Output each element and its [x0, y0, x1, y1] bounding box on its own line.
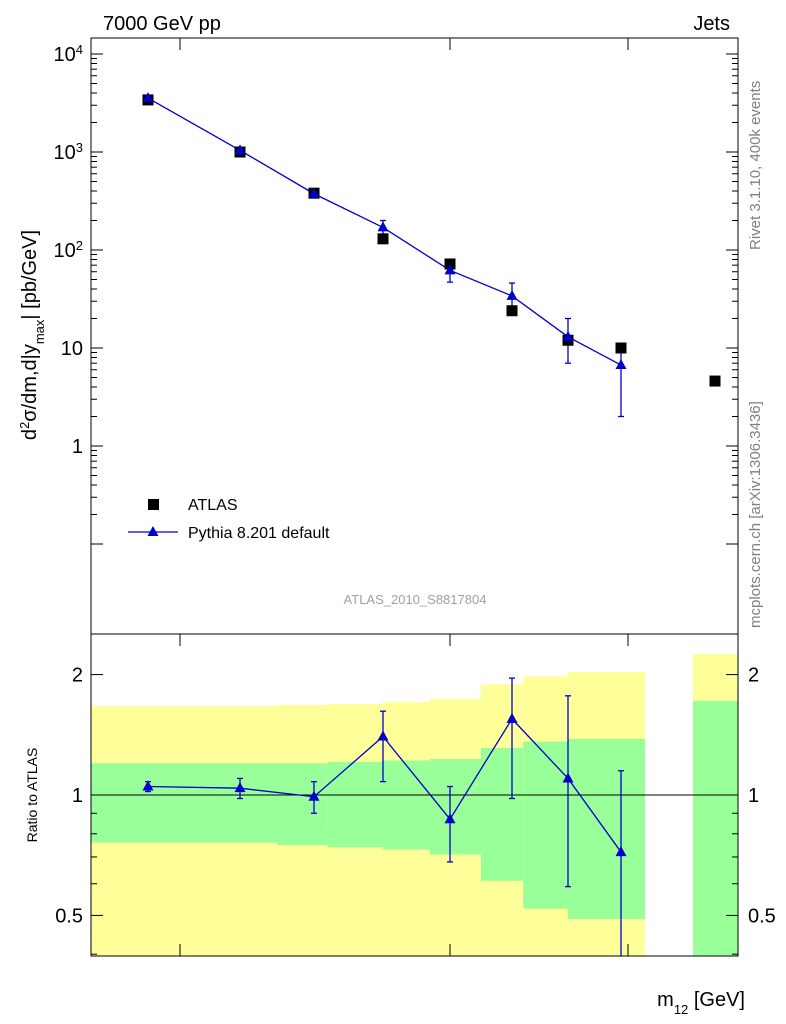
main-panel: 110102103104105 ATLAS_2010_S8817804 d2σ/… — [17, 37, 739, 635]
ratio-data-point — [506, 712, 518, 723]
main-y-tick-label: 102 — [54, 238, 83, 263]
legend-atlas-marker — [148, 499, 159, 510]
main-series — [142, 92, 721, 418]
x-axis-title: m12 [GeV] — [657, 989, 745, 1017]
main-ticks: 110102103104105 — [54, 38, 738, 545]
main-y-tick-label: 1 — [72, 436, 83, 458]
uncertainty-band-inner — [383, 760, 430, 850]
mcplots-side-label: mcplots.cern.ch [arXiv:1306.3436] — [747, 401, 764, 628]
legend-atlas-label: ATLAS — [188, 497, 238, 514]
ratio-data-point — [142, 780, 154, 791]
ratio-y-tick-label-left: 2 — [72, 665, 83, 687]
atlas-data-point — [506, 305, 518, 317]
pythia-series-line — [147, 97, 622, 366]
ratio-data-point — [234, 782, 246, 793]
header-left-label: 7000 GeV pp — [103, 13, 221, 35]
pythia-data-point — [615, 359, 627, 370]
uncertainty-band-inner — [277, 763, 328, 845]
ratio-frame — [90, 633, 739, 957]
ratio-data-point — [377, 730, 389, 741]
uncertainty-band-inner — [327, 761, 383, 848]
main-y-axis-title: d2σ/dm,d|ymax| [pb/GeV] — [17, 230, 47, 440]
uncertainty-band-inner — [523, 741, 568, 909]
ratio-series-line — [147, 717, 622, 853]
pythia-data-point — [377, 221, 389, 232]
header-right-label: Jets — [693, 13, 730, 35]
pythia-data-point — [234, 144, 246, 155]
atlas-data-point — [377, 233, 389, 245]
main-y-tick-label: 10 — [61, 338, 83, 360]
ratio-data-point — [444, 813, 456, 824]
uncertainty-band-inner — [693, 700, 738, 956]
ratio-bands — [91, 654, 738, 956]
atlas-data-point — [615, 342, 627, 354]
atlas-data-point — [444, 258, 456, 270]
ratio-y-tick-label-right: 1 — [748, 785, 759, 807]
uncertainty-band-inner — [91, 763, 194, 843]
ratio-series — [142, 677, 627, 956]
atlas-data-point — [709, 375, 721, 387]
ratio-y-tick-label-right: 0.5 — [748, 905, 776, 927]
pythia-data-point — [142, 92, 154, 103]
main-y-tick-label: 103 — [54, 140, 83, 165]
ratio-y-axis-title: Ratio to ATLAS — [24, 748, 40, 843]
main-y-tick-label: 104 — [54, 42, 83, 67]
legend-pythia-marker — [147, 526, 159, 536]
ratio-data-point — [308, 790, 320, 801]
ratio-panel: 0.5 0.5 1 1 2 2 Ratio to ATLAS — [24, 633, 776, 957]
pythia-data-point — [444, 264, 456, 275]
ratio-data-point — [615, 846, 627, 857]
uncertainty-band-inner — [568, 739, 645, 919]
ratio-y-tick-label-right: 2 — [748, 665, 759, 687]
ratio-ticks: 0.5 0.5 1 1 2 2 — [55, 634, 776, 956]
main-frame — [90, 37, 739, 635]
uncertainty-band-inner — [194, 763, 277, 843]
legend-pythia-label: Pythia 8.201 default — [188, 525, 330, 542]
ratio-y-tick-label-left: 1 — [72, 785, 83, 807]
ratio-y-tick-label-left: 0.5 — [55, 905, 83, 927]
analysis-watermark: ATLAS_2010_S8817804 — [344, 592, 487, 607]
uncertainty-band-inner — [429, 759, 481, 855]
ratio-data-point — [562, 772, 574, 783]
pythia-data-point — [308, 187, 320, 198]
rivet-side-label: Rivet 3.1.10, 400k events — [747, 81, 764, 250]
pythia-data-point — [506, 289, 518, 300]
pythia-data-point — [562, 330, 574, 341]
uncertainty-band-inner — [481, 748, 524, 881]
legend: ATLAS Pythia 8.201 default — [128, 497, 330, 542]
